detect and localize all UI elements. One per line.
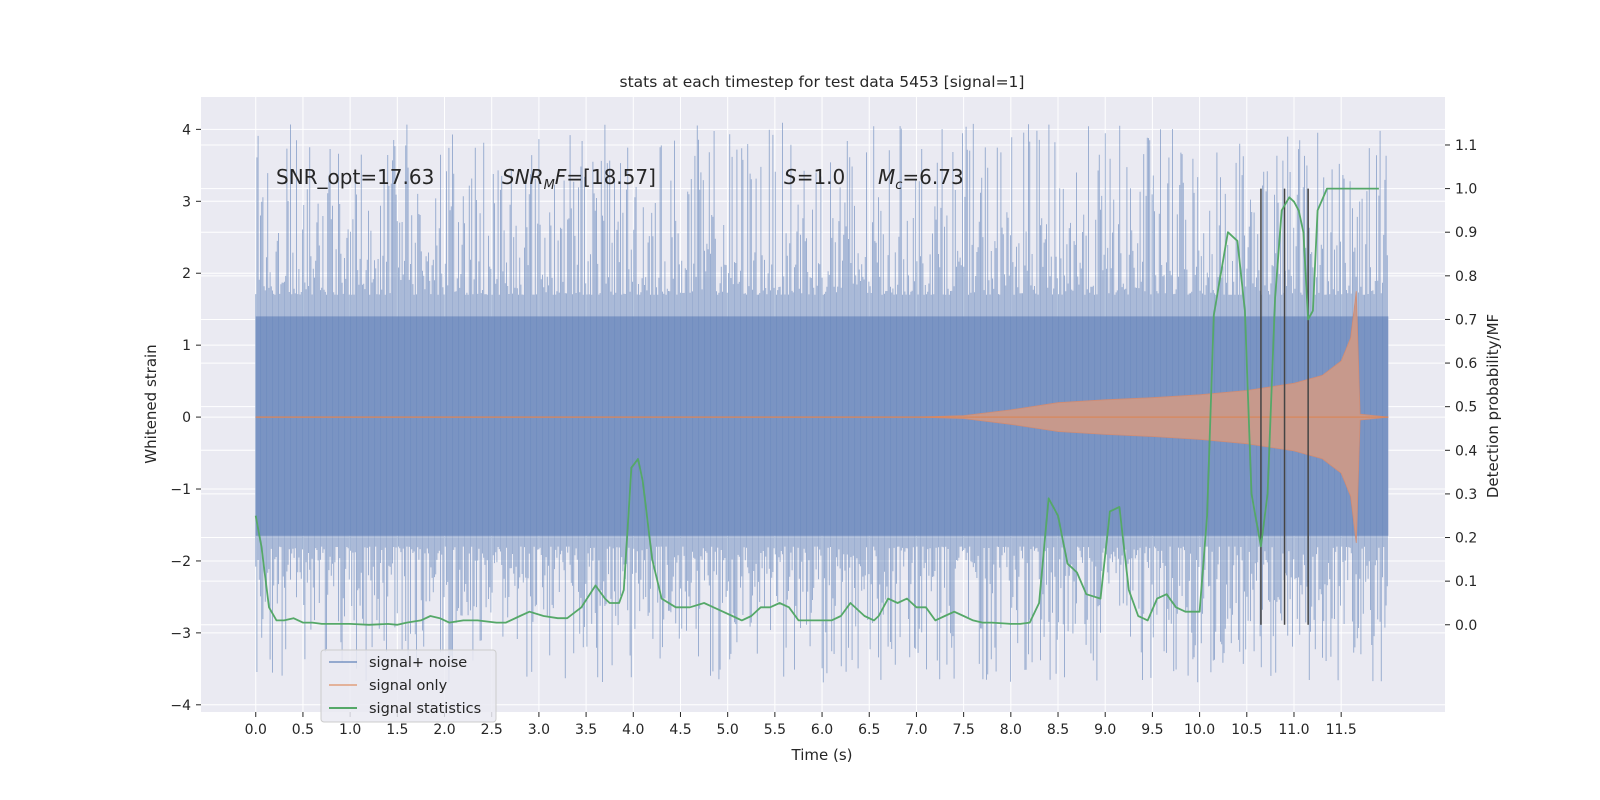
annotation-snr-mf-main: SNR: [502, 165, 544, 189]
annotation-snr-mf-value: =[18.57]: [566, 165, 656, 189]
annotation-mc-value: =6.73: [902, 165, 963, 189]
x-axis-ticks: 0.0 0.5 1.0 1.5 2.0 2.5 3.0 3.5 4.0 4.5 5.0 5.5 6.0 6…: [245, 712, 1357, 738]
x-tick-label-13: 6.5: [858, 722, 880, 738]
x-tick-label-16: 8.0: [1000, 722, 1022, 738]
annotation-snr-mf: SNRMF=[18.57]: [502, 165, 656, 193]
annotation-mc: Mc=6.73: [878, 165, 964, 193]
y-axis-ticks: −4 −3 −2 −1 0 1 2 3 4: [170, 122, 201, 714]
y2-tick-label-9: 0.9: [1455, 225, 1477, 241]
x-tick-label-5: 2.5: [481, 722, 503, 738]
x-tick-label-2: 1.0: [339, 722, 361, 738]
annotation-s-value: =1.0: [797, 165, 846, 189]
legend-box: [320, 649, 497, 723]
y2-tick-label-5: 0.5: [1455, 400, 1477, 416]
y2-axis-ticks: 0.0 0.1 0.2 0.3 0.4 0.5 0.6 0.7 0.8 0.9 1.0 1.1: [1445, 138, 1477, 634]
x-axis-label: Time (s): [791, 746, 853, 764]
legend: signal+ noise signal only signal statist…: [320, 649, 497, 723]
annotation-snr-mf-italic: F: [555, 165, 567, 189]
x-tick-label-4: 2.0: [433, 722, 455, 738]
y-axis-label: Whitened strain: [142, 344, 160, 463]
annotation-mc-sub: c: [895, 178, 902, 193]
y2-tick-label-3: 0.3: [1455, 487, 1477, 503]
legend-label-signal-statistics: signal statistics: [369, 701, 481, 717]
y2-tick-label-4: 0.4: [1455, 443, 1477, 459]
y2-tick-label-2: 0.2: [1455, 531, 1477, 547]
legend-label-signal-only: signal only: [369, 678, 448, 694]
x-tick-label-1: 0.5: [292, 722, 314, 738]
x-tick-label-17: 8.5: [1047, 722, 1069, 738]
y2-tick-label-1: 0.1: [1455, 574, 1477, 590]
y2-tick-label-11: 1.1: [1455, 138, 1477, 154]
series-signal-statistics: [254, 187, 1379, 626]
y-tick-label-1: −3: [170, 626, 191, 642]
x-tick-label-11: 5.5: [764, 722, 786, 738]
y-tick-label-4: 0: [182, 410, 191, 426]
x-tick-label-6: 3.0: [528, 722, 550, 738]
annotation-s: S=1.0: [784, 165, 845, 189]
x-tick-label-22: 11.0: [1278, 722, 1309, 738]
legend-label-signal-noise: signal+ noise: [369, 655, 467, 671]
y2-tick-label-0: 0.0: [1455, 618, 1477, 634]
y2-tick-label-10: 1.0: [1455, 182, 1477, 198]
x-tick-label-14: 7.0: [905, 722, 927, 738]
x-tick-label-19: 9.5: [1141, 722, 1163, 738]
annotation-mc-symbol: M: [878, 165, 895, 189]
x-tick-label-23: 11.5: [1326, 722, 1357, 738]
y2-tick-label-7: 0.7: [1455, 312, 1477, 328]
y2-axis-label: Detection probability/MF: [1484, 314, 1502, 498]
chart-title: stats at each timestep for test data 545…: [620, 73, 1025, 91]
y-tick-label-6: 2: [182, 266, 191, 282]
x-tick-label-21: 10.5: [1231, 722, 1262, 738]
annotation-s-symbol: S: [784, 165, 797, 189]
y-tick-label-5: 1: [182, 338, 191, 354]
series-layer: [254, 122, 1389, 683]
y-tick-label-0: −4: [170, 698, 191, 714]
x-tick-label-7: 3.5: [575, 722, 597, 738]
x-tick-label-15: 7.5: [953, 722, 975, 738]
x-tick-label-12: 6.0: [811, 722, 833, 738]
y-tick-label-7: 3: [182, 194, 191, 210]
y-tick-label-2: −2: [170, 554, 191, 570]
x-tick-label-3: 1.5: [386, 722, 408, 738]
annotation-snr-mf-sub: M: [544, 178, 555, 193]
y-tick-label-8: 4: [182, 122, 191, 138]
annotation-snr-opt: SNR_opt=17.63: [276, 165, 434, 189]
x-tick-label-20: 10.0: [1184, 722, 1215, 738]
x-tick-label-8: 4.0: [622, 722, 644, 738]
x-tick-label-18: 9.0: [1094, 722, 1116, 738]
x-tick-label-0: 0.0: [245, 722, 267, 738]
y2-tick-label-6: 0.6: [1455, 356, 1477, 372]
x-tick-label-10: 5.0: [717, 722, 739, 738]
x-tick-label-9: 4.5: [669, 722, 691, 738]
y-tick-label-3: −1: [170, 482, 191, 498]
y2-tick-label-8: 0.8: [1455, 269, 1477, 285]
